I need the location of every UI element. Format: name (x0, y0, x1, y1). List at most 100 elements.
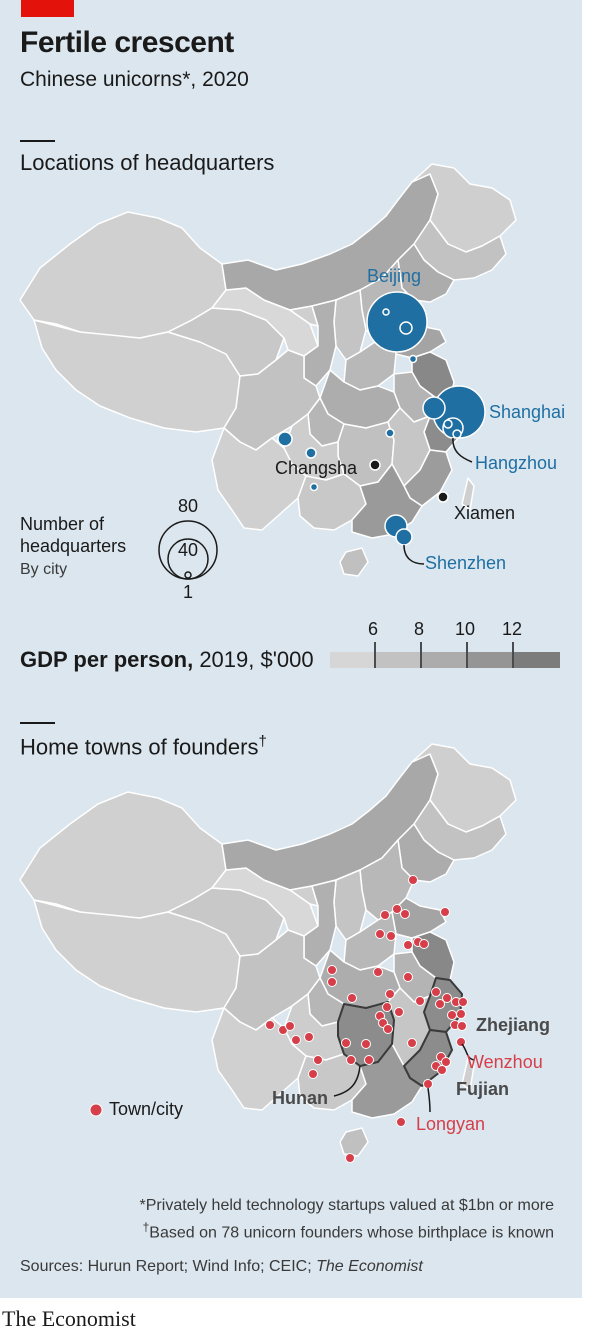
town-dot (419, 939, 429, 949)
hq-bubble-nanjing (422, 396, 446, 420)
sources-italic: The Economist (316, 1258, 423, 1275)
sources: Sources: Hurun Report; Wind Info; CEIC; … (20, 1258, 423, 1276)
label-longyan: Longyan (416, 1114, 486, 1134)
hq-bubble-beijing-inner-2 (399, 321, 413, 335)
town-dot (364, 1055, 374, 1065)
hq-bubble-hangzhou-inner-1 (443, 419, 453, 429)
legend-size-title: Number of headquarters By city (20, 513, 126, 581)
town-dot (456, 1009, 466, 1019)
town-dot (431, 987, 441, 997)
town-dot (442, 993, 452, 1003)
town-dot (327, 977, 337, 987)
town-dot (423, 1079, 433, 1089)
footnote-2: †Based on 78 unicorn founders whose birt… (143, 1220, 554, 1242)
region-hainan (339, 547, 369, 577)
footnote-2-text: Based on 78 unicorn founders whose birth… (149, 1224, 554, 1242)
gdp-swatch-1 (330, 652, 374, 668)
headquarters-map-title: Locations of headquarters (20, 150, 275, 175)
town-dot (382, 1002, 392, 1012)
town-dot (373, 967, 383, 977)
leader-longyan (427, 1087, 431, 1113)
town-dot (458, 997, 468, 1007)
label-hangzhou: Hangzhou (475, 453, 558, 473)
town-dot (341, 1038, 351, 1048)
founders-map-title: Home towns of founders† (20, 733, 267, 760)
gdp-legend-title-rest: 2019, $'000 (193, 647, 314, 672)
town-dot (327, 965, 337, 975)
founders-map-title-text: Home towns of founders (20, 734, 259, 760)
town-dot (347, 993, 357, 1003)
town-dot (415, 996, 425, 1006)
footnote-1: *Privately held technology startups valu… (139, 1197, 554, 1214)
gdp-legend-title: GDP per person, 2019, $'000 (20, 647, 314, 673)
hq-dot-xiamen (437, 491, 449, 503)
sources-text: Sources: Hurun Report; Wind Info; CEIC; (20, 1258, 317, 1275)
founders-map (19, 743, 517, 1163)
town-dot (285, 1021, 295, 1031)
label-fujian: Fujian (456, 1079, 509, 1099)
town-dot (385, 989, 395, 999)
legend-circle-40 (167, 538, 209, 580)
town-dot (440, 907, 450, 917)
hq-bubble-chongqing (305, 447, 317, 459)
legend-value-80: 80 (178, 496, 199, 516)
label-beijing: Beijing (367, 266, 422, 286)
section-rule-1 (20, 140, 55, 142)
gdp-swatch-4 (468, 652, 512, 668)
town-dot (407, 1038, 417, 1048)
region-shanxi (333, 289, 367, 361)
chart-title: Fertile crescent (20, 26, 234, 59)
town-dot (435, 999, 445, 1009)
gdp-swatch-3 (422, 652, 466, 668)
label-wenzhou: Wenzhou (467, 1052, 543, 1072)
town-dot (403, 940, 413, 950)
hq-bubble-wuhan (385, 428, 395, 438)
brand-wordmark: The Economist (2, 1306, 136, 1331)
hq-bubble-beijing (366, 291, 428, 353)
town-dot (265, 1020, 275, 1030)
chart-panel: Fertile crescent Chinese unicorns*, 2020… (0, 0, 582, 1298)
gdp-tick-label-6: 6 (368, 619, 379, 639)
hq-bubble-shenzhen (395, 528, 413, 546)
hq-bubble-beijing-inner-1 (382, 308, 390, 316)
label-hunan: Hunan (272, 1088, 328, 1108)
town-dot (308, 1069, 318, 1079)
gdp-swatch-5 (514, 652, 560, 668)
town-dot (456, 1037, 466, 1047)
town-dot (380, 910, 390, 920)
red-accent-bar (21, 0, 74, 17)
legend-line-2: headquarters (20, 536, 127, 556)
town-dot (441, 1057, 451, 1067)
town-dot (400, 909, 410, 919)
town-dot (346, 1055, 356, 1065)
leader-hunan (333, 1065, 361, 1097)
hq-bubble-guiyang (309, 482, 319, 492)
gdp-tick-label-12: 12 (502, 619, 523, 639)
label-zhejiang: Zhejiang (476, 1015, 551, 1035)
town-dot (291, 1035, 301, 1045)
legend-line-3: By city (20, 561, 68, 578)
legend-circle-1 (184, 571, 192, 579)
gdp-legend-title-bold: GDP per person, (20, 647, 194, 672)
hq-bubble-chengdu (277, 431, 293, 447)
town-dot (383, 1024, 393, 1034)
town-dot (457, 1021, 467, 1031)
town-dot (361, 1039, 371, 1049)
town-dot (394, 1007, 404, 1017)
hq-bubble-hangzhou-inner-2 (452, 429, 462, 439)
section-rule-2 (20, 722, 55, 724)
hq-bubble-tianjin (408, 354, 418, 364)
town-dot (396, 1117, 406, 1127)
town-dot (304, 1032, 314, 1042)
town-dot (313, 1055, 323, 1065)
town-dot (403, 972, 413, 982)
gdp-tick-label-10: 10 (455, 619, 476, 639)
legend-town-dot (89, 1103, 103, 1117)
gdp-swatch-2 (376, 652, 420, 668)
town-dot (408, 875, 418, 885)
town-dot (375, 929, 385, 939)
label-shenzhen: Shenzhen (425, 553, 507, 573)
gdp-tick-label-8: 8 (414, 619, 425, 639)
town-dot (345, 1153, 355, 1163)
region-taiwan (461, 477, 475, 511)
